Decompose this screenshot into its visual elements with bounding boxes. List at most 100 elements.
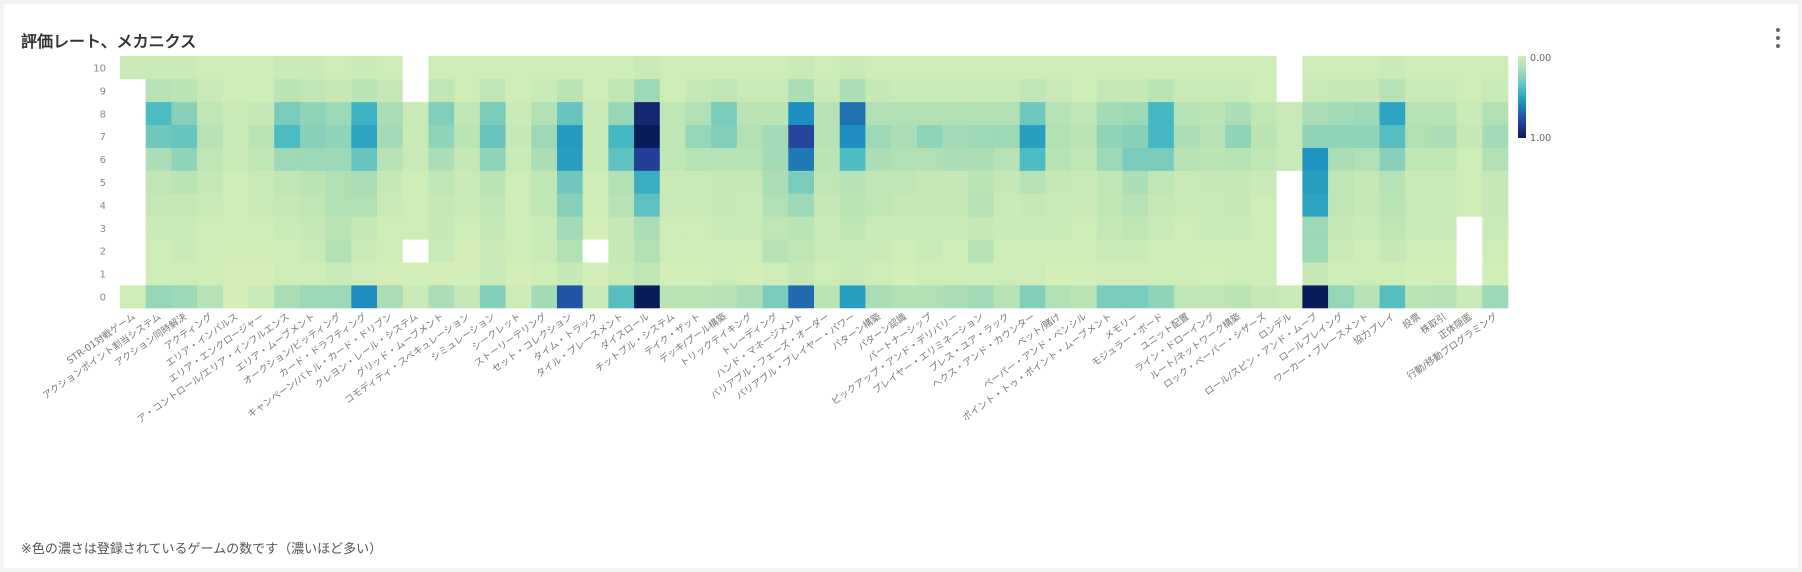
heatmap-cell[interactable] [1199,147,1226,171]
heatmap-cell[interactable] [942,147,969,171]
heatmap-cell[interactable] [1019,193,1046,217]
heatmap-cell[interactable] [222,285,249,309]
heatmap-cell[interactable] [582,78,609,103]
heatmap-cell[interactable] [1482,101,1509,126]
heatmap-cell[interactable] [428,262,455,286]
heatmap-cell[interactable] [1430,193,1457,217]
heatmap-cell[interactable] [1456,78,1483,103]
heatmap-cell[interactable] [814,193,840,217]
heatmap-cell[interactable] [968,170,995,194]
heatmap-cell[interactable] [505,101,532,126]
heatmap-cell[interactable] [556,170,583,194]
heatmap-cell[interactable] [274,239,301,263]
heatmap-cell[interactable] [916,124,943,148]
heatmap-cell[interactable] [582,101,609,126]
heatmap-cell[interactable] [1353,56,1380,80]
heatmap-cell[interactable] [299,101,326,126]
heatmap-cell[interactable] [1430,239,1457,263]
heatmap-cell[interactable] [171,285,198,309]
heatmap-cell[interactable] [814,239,840,263]
heatmap-cell[interactable] [1071,101,1098,126]
heatmap-cell[interactable] [839,262,866,286]
heatmap-cell[interactable] [120,56,146,80]
heatmap-cell[interactable] [351,101,378,126]
heatmap-cell[interactable] [1276,56,1303,80]
heatmap-cell[interactable] [762,262,789,286]
heatmap-cell[interactable] [556,216,583,240]
heatmap-cell[interactable] [1276,285,1303,309]
heatmap-cell[interactable] [1250,239,1277,263]
heatmap-cell[interactable] [1379,285,1406,309]
heatmap-cell[interactable] [1225,193,1252,217]
heatmap-cell[interactable] [402,124,429,148]
heatmap-cell[interactable] [993,239,1020,263]
heatmap-cell[interactable] [531,285,558,309]
heatmap-cell[interactable] [1148,285,1175,309]
heatmap-cell[interactable] [1148,147,1175,171]
heatmap-cell[interactable] [556,193,583,217]
heatmap-cell[interactable] [248,124,275,148]
heatmap-cell[interactable] [1405,262,1432,286]
heatmap-cell[interactable] [891,262,918,286]
heatmap-cell[interactable] [325,216,352,240]
heatmap-cell[interactable] [993,285,1020,309]
heatmap-cell[interactable] [1096,147,1123,171]
heatmap-cell[interactable] [145,193,172,217]
heatmap-cell[interactable] [659,147,686,171]
heatmap-cell[interactable] [197,193,224,217]
heatmap-cell[interactable] [428,216,455,240]
heatmap-cell[interactable] [1430,78,1457,103]
heatmap-cell[interactable] [556,56,583,80]
heatmap-cell[interactable] [1122,262,1149,286]
heatmap-cell[interactable] [608,170,635,194]
heatmap-cell[interactable] [299,216,326,240]
heatmap-cell[interactable] [1173,101,1200,126]
heatmap-cell[interactable] [402,101,429,126]
heatmap-cell[interactable] [762,124,789,148]
heatmap-cell[interactable] [402,170,429,194]
heatmap-cell[interactable] [634,262,661,286]
heatmap-cell[interactable] [865,101,892,126]
heatmap-cell[interactable] [608,285,635,309]
heatmap-cell[interactable] [222,193,249,217]
heatmap-cell[interactable] [1430,216,1457,240]
heatmap-cell[interactable] [1456,239,1483,263]
heatmap-cell[interactable] [479,147,506,171]
heatmap-cell[interactable] [1148,262,1175,286]
heatmap-cell[interactable] [531,101,558,126]
heatmap-cell[interactable] [325,124,352,148]
heatmap-cell[interactable] [634,285,661,309]
heatmap-cell[interactable] [556,147,583,171]
heatmap-cell[interactable] [1482,124,1509,148]
heatmap-cell[interactable] [685,78,712,103]
heatmap-cell[interactable] [1430,147,1457,171]
heatmap-cell[interactable] [1173,285,1200,309]
heatmap-cell[interactable] [582,124,609,148]
heatmap-cell[interactable] [1379,262,1406,286]
heatmap-cell[interactable] [1482,216,1509,240]
heatmap-cell[interactable] [1122,239,1149,263]
heatmap-cell[interactable] [402,216,429,240]
heatmap-cell[interactable] [1353,78,1380,103]
heatmap-cell[interactable] [1276,193,1303,217]
heatmap-cell[interactable] [1328,193,1355,217]
heatmap-cell[interactable] [685,170,712,194]
heatmap-cell[interactable] [788,216,815,240]
heatmap-cell[interactable] [891,147,918,171]
heatmap-cell[interactable] [968,147,995,171]
heatmap-cell[interactable] [171,262,198,286]
heatmap-cell[interactable] [762,285,789,309]
heatmap-cell[interactable] [1379,147,1406,171]
heatmap-cell[interactable] [1019,101,1046,126]
heatmap-cell[interactable] [1122,124,1149,148]
heatmap-cell[interactable] [608,262,635,286]
heatmap-cell[interactable] [891,124,918,148]
heatmap-cell[interactable] [891,170,918,194]
heatmap-cell[interactable] [891,193,918,217]
heatmap-cell[interactable] [1071,239,1098,263]
heatmap-cell[interactable] [222,262,249,286]
heatmap-cell[interactable] [1045,193,1072,217]
heatmap-cell[interactable] [1276,147,1303,171]
heatmap-cell[interactable] [120,239,146,263]
heatmap-cell[interactable] [402,56,429,80]
